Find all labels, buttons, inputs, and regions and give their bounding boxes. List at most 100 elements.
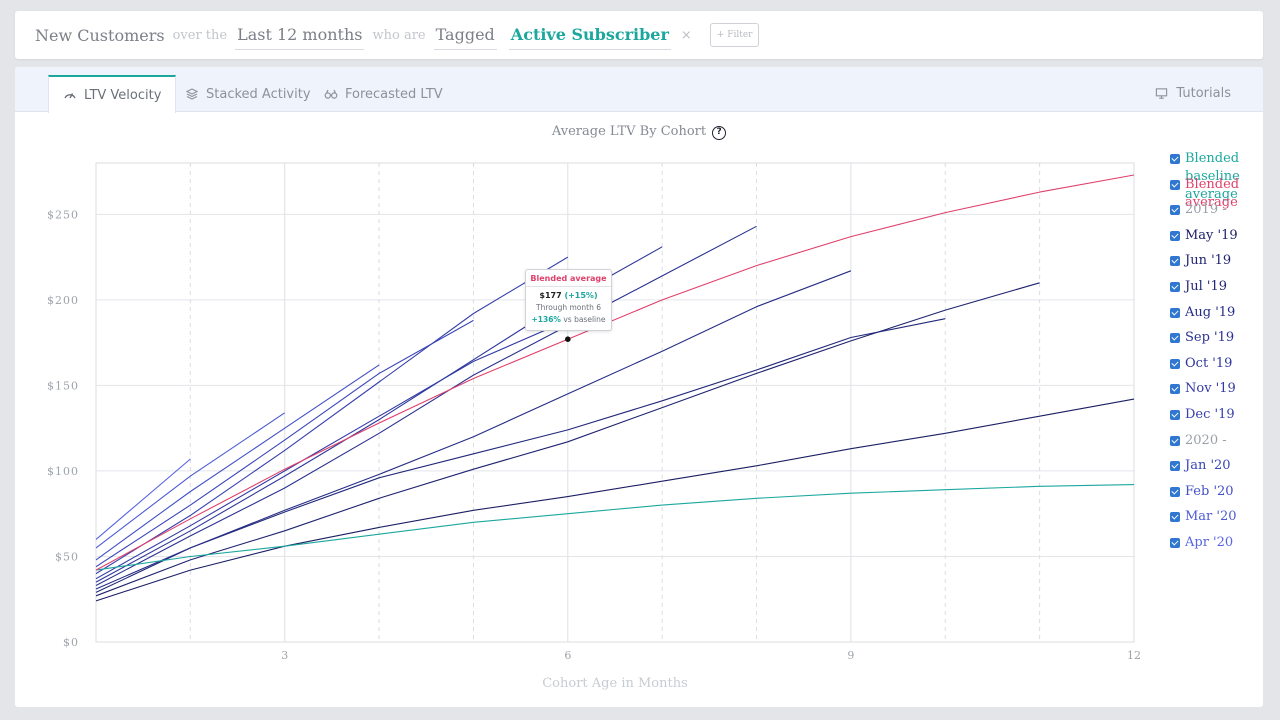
legend-label-line: Blended	[1170, 150, 1239, 168]
series-line	[95, 458, 191, 540]
legend-label-line: average	[1170, 194, 1238, 212]
legend-checkbox[interactable]	[1170, 281, 1180, 292]
legend-item[interactable]: 2019 -	[1170, 201, 1240, 227]
legend-label: May '19	[1185, 227, 1238, 243]
layers-icon	[185, 88, 199, 100]
legend-label: Nov '19	[1185, 381, 1236, 397]
legend-item[interactable]: Jul '19	[1170, 278, 1240, 304]
legend-checkbox[interactable]	[1170, 512, 1180, 523]
series-line	[95, 270, 852, 590]
tab-stacked-activity[interactable]: Stacked Activity	[185, 75, 311, 113]
legend-label: Sep '19	[1185, 330, 1235, 346]
legend-checkbox[interactable]	[1170, 384, 1180, 395]
legend-checkbox[interactable]	[1170, 179, 1180, 190]
x-tick-label: 3	[281, 649, 288, 662]
legend-item[interactable]: Aug '19	[1170, 304, 1240, 330]
series-line	[95, 398, 1135, 602]
tooltip-vs-label: vs baseline	[563, 315, 606, 324]
add-filter-button[interactable]: + Filter	[709, 23, 760, 47]
legend-item[interactable]: Jun '19	[1170, 252, 1240, 278]
binoculars-icon	[324, 89, 338, 99]
legend-label: Aug '19	[1185, 304, 1236, 320]
chart-panel: LTV Velocity Stacked Activity Forecasted…	[15, 67, 1263, 707]
legend-checkbox[interactable]	[1170, 486, 1180, 497]
legend-checkbox[interactable]	[1170, 409, 1180, 420]
help-icon[interactable]: ?	[712, 126, 727, 140]
legend-item[interactable]: Mar '20	[1170, 508, 1240, 534]
y-tick-label: $250	[47, 208, 79, 221]
subject-select[interactable]: New Customers	[35, 25, 165, 45]
remove-filter-icon[interactable]: ×	[680, 27, 692, 43]
legend-item[interactable]: Apr '20	[1170, 534, 1240, 560]
legend-label: 2019 -	[1185, 202, 1227, 218]
legend-label: Oct '19	[1185, 355, 1233, 371]
legend-item[interactable]: 2020 -	[1170, 432, 1240, 458]
legend-label: Dec '19	[1185, 406, 1235, 422]
legend-item[interactable]: Blended average	[1170, 176, 1240, 210]
legend-checkbox[interactable]	[1170, 154, 1180, 164]
tab-bar: LTV Velocity Stacked Activity Forecasted…	[15, 67, 1263, 113]
series-line	[95, 318, 946, 593]
condition-select[interactable]: Tagged	[433, 25, 497, 50]
legend-item[interactable]: Sep '19	[1170, 329, 1240, 355]
ltv-line-chart: $0 $50 $100 $150 $200 $250 3 6 9 12 Cohort Age in …	[47, 162, 1141, 691]
series-line	[95, 364, 380, 561]
tag-value: Active Subscriber	[510, 25, 669, 44]
chart-title: Average LTV By Cohort	[551, 124, 707, 139]
tooltip-vs-row: +136% vs baseline	[526, 315, 611, 324]
period-select[interactable]: Last 12 months	[235, 25, 365, 50]
monitor-icon	[1156, 87, 1168, 99]
tutorials-label: Tutorials	[1176, 85, 1231, 101]
y-tick-label: $200	[47, 294, 79, 307]
chart-title-row: Average LTV By Cohort?	[15, 124, 1263, 140]
legend-label-line: average	[1170, 186, 1238, 204]
y-tick-label: $100	[47, 465, 79, 478]
series-line	[95, 282, 1040, 597]
legend-checkbox[interactable]	[1170, 537, 1180, 548]
legend-checkbox[interactable]	[1170, 461, 1180, 472]
legend-item[interactable]: Oct '19	[1170, 355, 1240, 381]
legend-item[interactable]: May '19	[1170, 227, 1240, 253]
series-line	[95, 319, 569, 580]
series-line	[95, 174, 1135, 571]
legend-label: Feb '20	[1185, 483, 1234, 499]
legend-checkbox[interactable]	[1170, 358, 1180, 369]
legend-label: average	[1185, 194, 1238, 210]
tooltip-title: Blended average	[526, 270, 611, 287]
tab-label: LTV Velocity	[84, 87, 162, 103]
legend-item[interactable]: Dec '19	[1170, 406, 1240, 432]
tag-select[interactable]: Active Subscriber	[508, 25, 671, 50]
legend-label: Apr '20	[1185, 534, 1234, 550]
tooltip-value-row: $177 (+15%)	[526, 291, 611, 300]
legend-label: Blended	[1185, 176, 1240, 192]
who-are-label: who are	[372, 27, 426, 43]
legend-checkbox[interactable]	[1170, 307, 1180, 318]
series-line	[95, 225, 757, 586]
tutorials-button[interactable]: Tutorials	[1155, 75, 1231, 111]
legend-checkbox[interactable]	[1170, 333, 1180, 344]
legend-label: Mar '20	[1185, 509, 1237, 525]
legend-item[interactable]: Feb '20	[1170, 483, 1240, 509]
legend-item[interactable]: Blended baseline average	[1170, 150, 1240, 202]
legend-checkbox[interactable]	[1170, 205, 1180, 216]
series-line	[95, 256, 569, 575]
over-the-label: over the	[172, 27, 228, 43]
legend-item[interactable]: Jan '20	[1170, 457, 1240, 483]
legend-label: Blended	[1185, 151, 1240, 166]
legend-checkbox[interactable]	[1170, 435, 1180, 446]
highlight-point	[565, 336, 571, 343]
x-tick-label: 6	[564, 649, 571, 662]
series-line	[95, 412, 286, 549]
legend-item[interactable]: Nov '19	[1170, 380, 1240, 406]
legend-checkbox[interactable]	[1170, 256, 1180, 267]
plot-frame	[95, 162, 1135, 643]
x-tick-label: 9	[847, 649, 854, 662]
y-tick-label: $0	[63, 636, 79, 649]
tooltip-change: (+15%)	[564, 291, 598, 300]
tab-forecasted-ltv[interactable]: Forecasted LTV	[324, 75, 443, 113]
chart-tooltip: Blended average $177 (+15%) Through mont…	[525, 269, 612, 331]
tooltip-through: Through month 6	[536, 303, 601, 312]
tab-ltv-velocity[interactable]: LTV Velocity	[48, 75, 177, 113]
series-line	[95, 319, 474, 568]
legend-checkbox[interactable]	[1170, 230, 1180, 241]
